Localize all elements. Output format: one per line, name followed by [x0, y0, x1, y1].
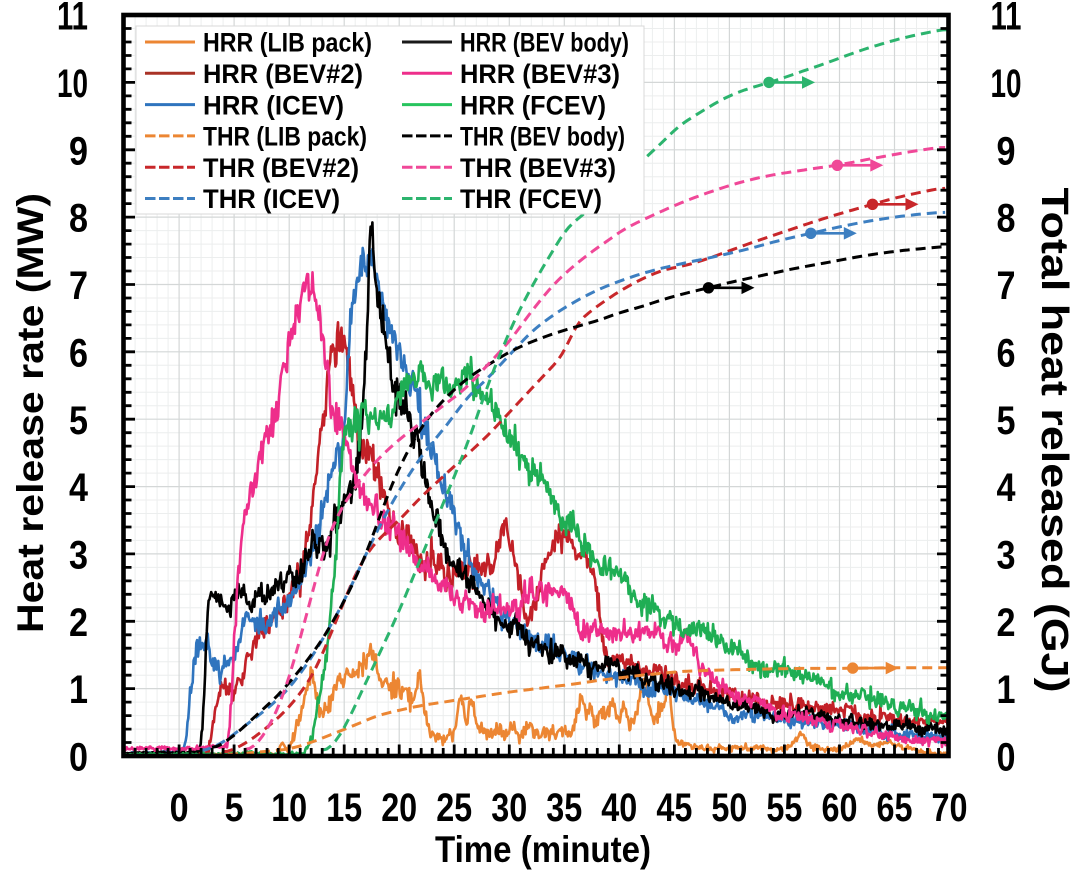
svg-text:65: 65: [877, 786, 913, 830]
svg-text:HRR (FCEV): HRR (FCEV): [460, 90, 606, 120]
svg-text:4: 4: [69, 466, 89, 510]
svg-text:35: 35: [546, 786, 582, 830]
svg-text:10: 10: [57, 62, 88, 106]
svg-text:THR (LIB pack): THR (LIB pack): [203, 122, 367, 152]
svg-text:6: 6: [997, 331, 1016, 375]
svg-text:3: 3: [69, 534, 88, 578]
svg-text:8: 8: [69, 197, 88, 241]
svg-text:THR (BEV body): THR (BEV body): [460, 122, 625, 152]
svg-text:7: 7: [997, 264, 1016, 308]
svg-text:Time (minute): Time (minute): [435, 829, 651, 870]
svg-text:11: 11: [991, 0, 1022, 39]
svg-text:HRR (ICEV): HRR (ICEV): [203, 90, 344, 120]
svg-text:0: 0: [69, 736, 88, 780]
svg-text:50: 50: [711, 786, 747, 830]
svg-text:4: 4: [997, 466, 1017, 510]
svg-text:THR (ICEV): THR (ICEV): [203, 184, 340, 214]
svg-text:Total heat released (GJ): Total heat released (GJ): [1033, 188, 1075, 693]
svg-text:THR (BEV#2): THR (BEV#2): [203, 153, 359, 183]
svg-text:60: 60: [822, 786, 858, 830]
svg-text:2: 2: [69, 601, 88, 645]
svg-text:7: 7: [69, 264, 88, 308]
svg-text:6: 6: [69, 331, 88, 375]
svg-text:1: 1: [69, 668, 88, 712]
svg-text:HRR (BEV#2): HRR (BEV#2): [203, 59, 363, 89]
svg-text:70: 70: [932, 786, 968, 830]
svg-text:30: 30: [491, 786, 527, 830]
svg-text:10: 10: [271, 786, 307, 830]
svg-text:THR (BEV#3): THR (BEV#3): [460, 153, 616, 183]
svg-text:20: 20: [381, 786, 417, 830]
svg-text:9: 9: [997, 129, 1016, 173]
svg-text:THR (FCEV): THR (FCEV): [460, 184, 602, 214]
svg-text:9: 9: [69, 129, 88, 173]
svg-text:55: 55: [766, 786, 802, 830]
svg-text:15: 15: [326, 786, 362, 830]
svg-text:5: 5: [69, 399, 88, 443]
svg-text:40: 40: [601, 786, 637, 830]
svg-text:45: 45: [656, 786, 692, 830]
svg-text:0: 0: [170, 786, 189, 830]
svg-text:HRR (BEV body): HRR (BEV body): [460, 28, 629, 58]
svg-text:1: 1: [997, 668, 1016, 712]
svg-text:8: 8: [997, 197, 1016, 241]
svg-text:HRR (BEV#3): HRR (BEV#3): [460, 59, 620, 89]
svg-text:25: 25: [436, 786, 472, 830]
svg-text:Heat release rate (MW): Heat release rate (MW): [10, 193, 51, 633]
svg-text:2: 2: [997, 601, 1016, 645]
svg-text:11: 11: [57, 0, 88, 39]
svg-text:5: 5: [997, 399, 1016, 443]
svg-text:10: 10: [991, 62, 1022, 106]
svg-text:0: 0: [997, 736, 1016, 780]
svg-text:3: 3: [997, 534, 1016, 578]
svg-text:5: 5: [225, 786, 244, 830]
svg-text:HRR (LIB pack): HRR (LIB pack): [203, 28, 372, 58]
